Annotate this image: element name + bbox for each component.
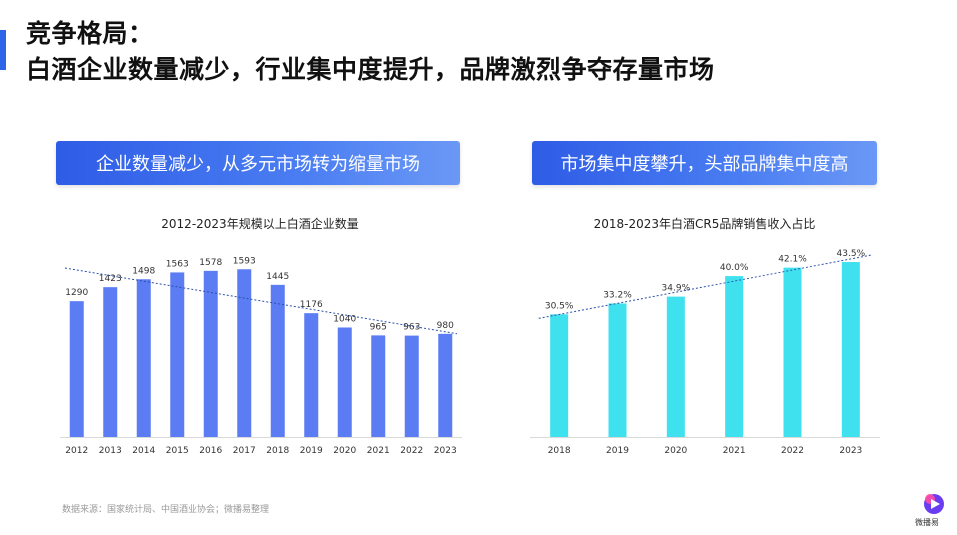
page-title: 竞争格局：	[26, 19, 154, 48]
right-data-label: 40.0%	[720, 263, 749, 273]
right-bar	[608, 303, 627, 437]
left-data-label: 1176	[300, 300, 323, 310]
left-bar	[371, 335, 386, 437]
right-bar	[841, 262, 860, 437]
left-bar	[337, 327, 352, 437]
left-data-label: 1578	[199, 258, 222, 268]
left-data-label: 1290	[65, 288, 88, 298]
right-chart-title: 2018-2023年白酒CR5品牌销售收入占比	[593, 217, 816, 231]
right-bar	[550, 314, 569, 437]
right-data-label: 42.1%	[778, 255, 807, 265]
left-data-label: 1498	[132, 266, 155, 276]
right-data-label: 33.2%	[603, 290, 632, 300]
right-tick-label: 2023	[839, 446, 862, 456]
right-tick-label: 2022	[781, 446, 804, 456]
left-bar	[203, 270, 218, 437]
left-bar	[170, 272, 185, 437]
left-bar	[69, 301, 84, 437]
logo-play-icon	[924, 494, 944, 514]
right-bar	[666, 296, 685, 437]
left-data-label: 1040	[333, 314, 356, 324]
left-tick-label: 2021	[367, 446, 390, 456]
left-bar	[304, 313, 319, 437]
left-data-label: 963	[403, 323, 420, 333]
left-tick-label: 2018	[266, 446, 289, 456]
right-banner: 市场集中度攀升，头部品牌集中度高	[532, 141, 877, 185]
left-tick-label: 2023	[434, 446, 457, 456]
left-bar	[136, 279, 151, 437]
title-accent-bar	[0, 30, 6, 70]
left-tick-label: 2014	[132, 446, 155, 456]
left-trendline	[64, 267, 458, 335]
left-data-label: 1445	[266, 272, 289, 282]
data-source-note: 数据来源：国家统计局、中国酒业协会；微播易整理	[62, 505, 270, 515]
right-trendline	[538, 254, 872, 319]
left-tick-label: 2016	[199, 446, 222, 456]
right-bar	[783, 267, 802, 437]
left-bar	[438, 333, 453, 437]
left-data-label: 1423	[99, 274, 122, 284]
left-tick-label: 2019	[300, 446, 323, 456]
left-banner: 企业数量减少，从多元市场转为缩量市场	[56, 141, 460, 185]
left-tick-label: 2015	[166, 446, 189, 456]
left-data-label: 980	[437, 321, 454, 331]
left-bar	[103, 287, 118, 437]
left-data-label: 1563	[166, 259, 189, 269]
right-data-label: 30.5%	[545, 301, 574, 311]
left-data-label: 1593	[233, 256, 256, 266]
right-bar	[725, 276, 744, 437]
right-tick-label: 2020	[664, 446, 687, 456]
right-tick-label: 2021	[723, 446, 746, 456]
left-chart-title: 2012-2023年规模以上白酒企业数量	[161, 217, 359, 231]
right-data-label: 43.5%	[837, 249, 866, 259]
right-tick-label: 2018	[548, 446, 571, 456]
left-tick-label: 2013	[99, 446, 122, 456]
right-data-label: 34.9%	[662, 284, 691, 294]
left-bar	[270, 284, 285, 437]
left-tick-label: 2017	[233, 446, 256, 456]
left-bar	[404, 335, 419, 437]
left-data-label: 965	[370, 322, 387, 332]
right-tick-label: 2019	[606, 446, 629, 456]
left-tick-label: 2020	[333, 446, 356, 456]
left-bar	[237, 269, 252, 437]
logo-text: 微播易	[915, 518, 939, 527]
left-tick-label: 2012	[65, 446, 88, 456]
page-subtitle: 白酒企业数量减少，行业集中度提升，品牌激烈争夺存量市场	[26, 55, 715, 84]
left-tick-label: 2022	[400, 446, 423, 456]
